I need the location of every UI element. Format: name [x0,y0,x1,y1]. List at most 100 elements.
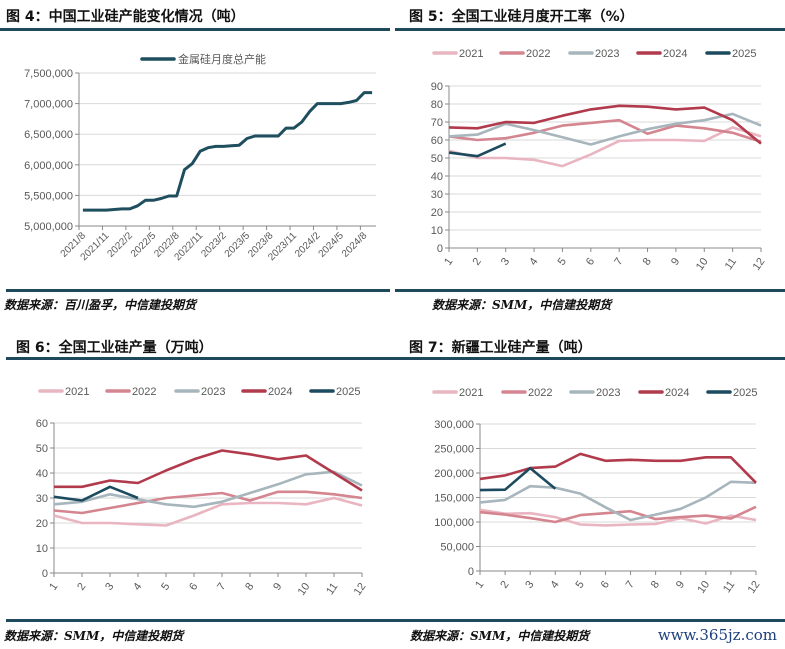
x-tick-label: 5 [556,256,569,268]
x-tick-label: 8 [641,256,654,268]
title-divider [392,357,785,360]
x-tick-label: 10 [695,579,712,596]
y-tick-label: 6,000,000 [24,160,73,172]
series-line-2021 [448,126,762,168]
x-tick-label: 11 [324,581,340,597]
x-tick-label: 2023/2 [199,230,229,260]
y-tick-label: 20 [36,518,48,530]
x-tick-label: 7 [612,256,625,268]
figure-5-title: 图 5：全国工业硅月度开工率（%） [409,9,634,25]
x-tick-label: 2024/8 [340,230,370,260]
y-tick-label: 30 [36,493,48,505]
y-tick-label: 0 [468,566,474,578]
y-tick-label: 300,000 [434,419,474,431]
x-tick-label: 2023/5 [223,230,253,260]
series-line-2021 [53,496,363,527]
series-line-2023 [53,470,363,509]
x-tick-label: 8 [243,581,256,593]
x-tick-label: 7 [215,581,228,593]
title-divider [395,28,785,31]
figure-4-source: 数据来源：百川盈孚，中信建投期货 [4,298,197,312]
figure-6-source: 数据来源：SMM，中信建投期货 [4,629,184,643]
x-tick-label: 1 [47,581,60,593]
x-tick-label: 12 [352,581,369,598]
legend-label: 2021 [459,387,483,399]
x-tick-label: 9 [669,256,682,268]
y-tick-label: 7,000,000 [24,99,73,111]
y-tick-label: 250,000 [434,444,474,456]
figure-4-title: 图 4：中国工业硅产能变化情况（吨） [6,9,245,25]
y-tick-label: 30 [431,189,443,201]
source-divider [395,289,785,292]
legend-label: 2025 [732,48,756,60]
series-line-2023 [448,112,762,146]
legend-label: 2024 [663,48,687,60]
y-tick-label: 5,000,000 [24,221,73,233]
x-tick-label: 9 [271,581,284,593]
source-divider [6,289,390,292]
title-divider [0,28,390,31]
legend-label: 2023 [201,386,225,398]
y-tick-label: 50 [36,443,48,455]
y-tick-label: 7,500,000 [24,68,73,80]
x-tick-label: 11 [723,256,739,272]
chart-4: 5,000,000 5,500,000 6,000,000 6,500,000 7,00… [24,52,376,263]
y-tick-label: 10 [36,543,48,555]
series-line-2024 [479,452,757,484]
source-divider [6,619,392,622]
legend-label: 2025 [733,387,757,399]
y-tick-label: 6,500,000 [24,129,73,141]
legend-label: 2022 [528,387,552,399]
y-tick-label: 200,000 [434,468,474,480]
title-divider [6,357,392,360]
x-tick-label: 2022/2 [106,230,136,260]
y-tick-label: 40 [431,171,443,183]
y-tick-label: 0 [42,568,48,580]
legend-label: 2023 [595,48,619,60]
x-tick-label: 1 [442,256,455,268]
x-tick-label: 6 [584,256,597,268]
x-tick-label: 2024/5 [317,230,347,260]
source-divider [392,619,785,622]
x-tick-label: 10 [296,581,313,598]
legend-label: 2021 [65,386,89,398]
series-line-2024 [54,449,363,492]
figure-7-title: 图 7：新疆工业硅产量（吨） [409,340,592,356]
series-line-2022 [448,118,762,144]
legend-label: 2025 [336,386,360,398]
figure-5-source: 数据来源：SMM，中信建投期货 [432,298,612,312]
series-line-金属硅月度总产能 [82,91,373,212]
legend-label: 2021 [459,48,483,60]
x-tick-label: 12 [746,579,763,596]
x-tick-label: 2 [498,579,511,591]
series-line-2021 [479,508,757,527]
x-tick-label: 4 [548,579,561,591]
y-tick-label: 150,000 [434,493,474,505]
series-line-2025 [448,142,507,158]
y-tick-label: 10 [431,225,443,237]
x-tick-label: 3 [103,581,116,593]
legend-label: 金属硅月度总产能 [178,52,266,66]
x-tick-label: 8 [649,579,662,591]
legend-label: 2024 [665,387,689,399]
y-tick-label: 50,000 [440,542,474,554]
x-tick-label: 10 [694,256,711,273]
x-tick-label: 2022/5 [129,230,159,260]
x-tick-label: 6 [187,581,200,593]
legend-label: 2023 [596,387,620,399]
legend-label: 2022 [526,48,550,60]
x-tick-label: 4 [527,256,540,268]
y-tick-label: 0 [437,243,443,255]
y-tick-label: 5,500,000 [24,190,73,202]
y-tick-label: 20 [431,207,443,219]
x-tick-label: 7 [624,579,637,591]
series-line-2023 [479,480,757,522]
series-line-2025 [479,466,557,492]
y-tick-label: 40 [36,468,48,480]
x-tick-label: 5 [159,581,172,593]
x-tick-label: 2 [470,256,483,268]
legend-label: 2022 [132,386,156,398]
chart-7: 0 50,000 100,000 150,000 200,000 250,000 300,0… [432,387,763,596]
